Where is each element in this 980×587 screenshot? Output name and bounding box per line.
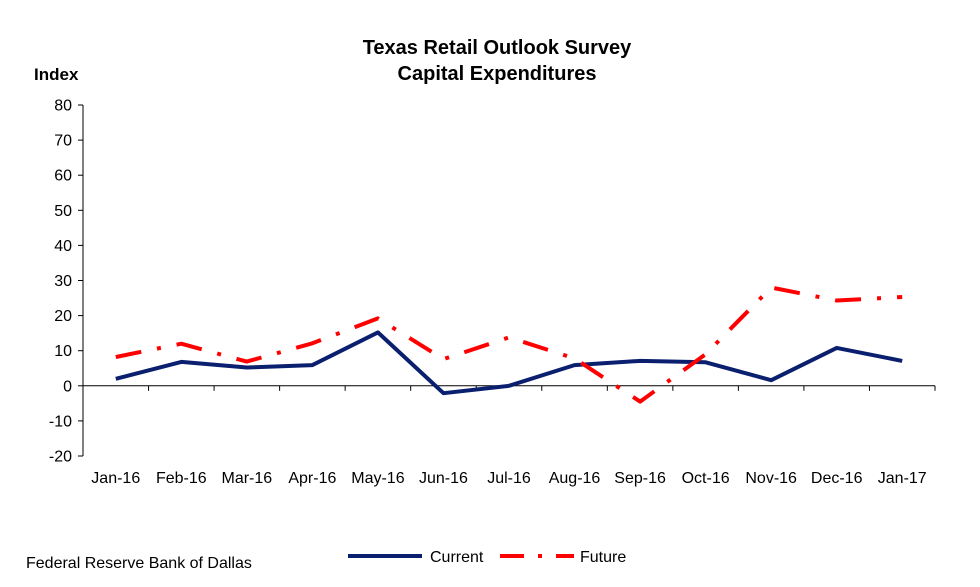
- y-axis-label: Index: [34, 65, 79, 84]
- series-lines: [116, 287, 903, 401]
- y-axis: 80 70 60 50 40 30 20 10 0 -10 -20: [49, 98, 83, 466]
- y-tick-label: 40: [54, 238, 72, 255]
- y-tick-label: 20: [54, 308, 72, 325]
- y-tick-label: 0: [63, 378, 72, 395]
- legend-label-future: Future: [580, 549, 626, 566]
- x-tick-label: Jan-17: [878, 470, 927, 487]
- x-axis: Jan-16 Feb-16 Mar-16 Apr-16 May-16 Jun-16 Jul-…: [83, 386, 935, 487]
- x-tick-label: Dec-16: [811, 470, 863, 487]
- x-tick-label: Nov-16: [745, 470, 797, 487]
- x-tick-label: Aug-16: [549, 470, 601, 487]
- x-tick-label: Mar-16: [222, 470, 273, 487]
- y-tick-label: 50: [54, 203, 72, 220]
- x-tick-label: Jun-16: [419, 470, 468, 487]
- y-tick-label: 70: [54, 133, 72, 150]
- x-tick-label: Jan-16: [91, 470, 140, 487]
- chart-title-line-2: Capital Expenditures: [398, 63, 597, 85]
- x-tick-label: Feb-16: [156, 470, 207, 487]
- legend: Current Future: [348, 549, 626, 566]
- y-tick-label: 30: [54, 273, 72, 290]
- y-tick-label: 60: [54, 168, 72, 185]
- y-tick-label: -10: [49, 413, 72, 430]
- series-line-current: [116, 332, 902, 393]
- source-note: Federal Reserve Bank of Dallas: [26, 555, 252, 572]
- y-tick-label: 80: [54, 98, 72, 115]
- legend-label-current: Current: [430, 549, 484, 566]
- x-tick-label: Sep-16: [614, 470, 666, 487]
- y-tick-label: -20: [49, 449, 72, 466]
- x-tick-label: Jul-16: [487, 470, 531, 487]
- x-tick-label: May-16: [351, 470, 404, 487]
- x-tick-label: Apr-16: [288, 470, 336, 487]
- x-tick-label: Oct-16: [682, 470, 730, 487]
- chart-title-line-1: Texas Retail Outlook Survey: [363, 37, 632, 59]
- y-tick-label: 10: [54, 343, 72, 360]
